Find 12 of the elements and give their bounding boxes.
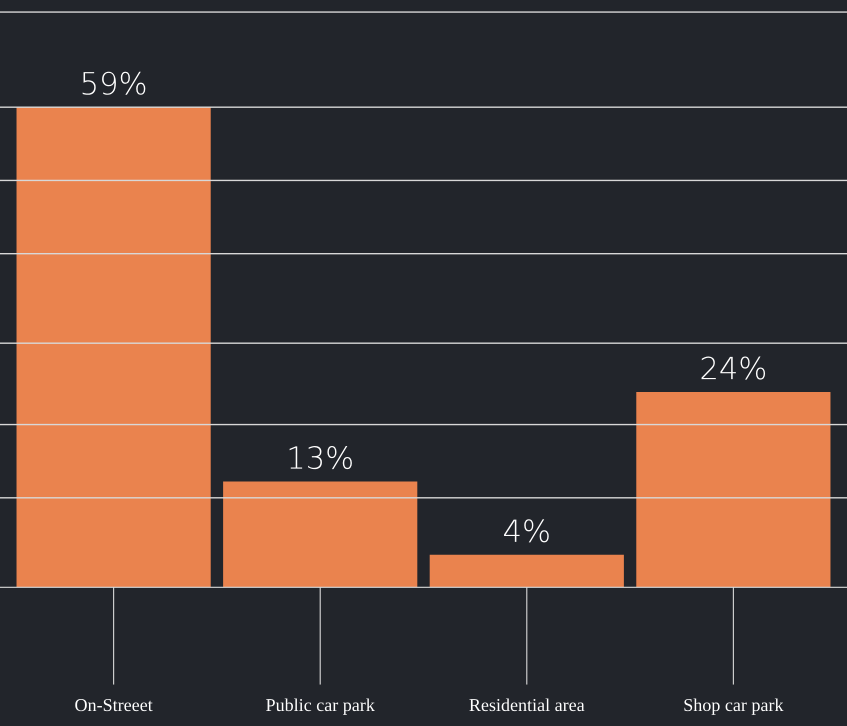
data-label: 59% (82, 72, 146, 95)
data-label: 24% (702, 356, 766, 380)
x-tick-label: Public car park (266, 698, 375, 715)
bar (430, 554, 624, 588)
bar (223, 482, 418, 588)
x-tick-label: Shop car park (684, 698, 784, 715)
data-label: 4% (504, 519, 549, 542)
x-tick-label: On-Streeet (75, 699, 153, 712)
bar (636, 392, 830, 588)
data-label: 13% (290, 446, 352, 470)
bar (16, 107, 211, 588)
x-tick-label: Residential area (469, 698, 584, 712)
